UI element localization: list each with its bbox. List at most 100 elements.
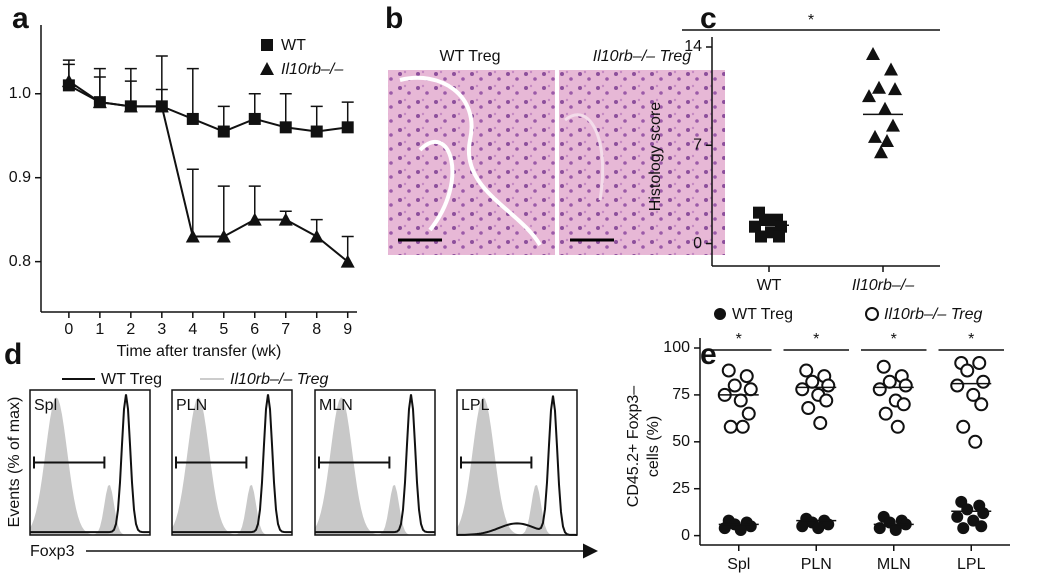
data-point bbox=[186, 112, 199, 125]
legend-label: Il10rb–/– Treg bbox=[230, 371, 329, 388]
x-tick-label: PLN bbox=[801, 556, 832, 573]
data-point bbox=[862, 89, 876, 103]
x-axis-label: Foxp3 bbox=[30, 543, 75, 560]
data-point bbox=[868, 129, 882, 143]
significance: * bbox=[736, 331, 742, 348]
gate bbox=[175, 456, 248, 469]
gate bbox=[33, 456, 106, 469]
data-point bbox=[248, 112, 261, 125]
data-point bbox=[185, 229, 200, 243]
data-point bbox=[874, 145, 888, 159]
data-point bbox=[309, 229, 324, 243]
y-tick-label: 7 bbox=[693, 136, 702, 153]
data-point bbox=[743, 382, 758, 397]
histogram-line bbox=[315, 394, 435, 534]
x-tick-label: 7 bbox=[281, 321, 290, 338]
error-bar bbox=[186, 168, 199, 237]
data-point bbox=[744, 520, 757, 533]
data-point bbox=[822, 518, 835, 531]
histogram-line bbox=[30, 394, 150, 534]
data-point bbox=[898, 378, 913, 393]
data-point bbox=[896, 397, 911, 412]
histogram-frame bbox=[456, 389, 578, 536]
y-tick-label: 50 bbox=[672, 433, 690, 450]
histogram-fill bbox=[172, 397, 292, 535]
series-line bbox=[68, 80, 349, 263]
y-tick-label: 0 bbox=[693, 235, 702, 252]
y-axis-label: CD45.2+ Foxp3– bbox=[625, 386, 642, 508]
data-point bbox=[154, 99, 169, 113]
data-point bbox=[279, 121, 292, 134]
histogram-line bbox=[172, 394, 292, 534]
data-point bbox=[741, 406, 756, 421]
x-tick-label: 6 bbox=[250, 321, 259, 338]
y-axis-label: Histology score bbox=[647, 102, 664, 211]
data-point bbox=[956, 419, 971, 434]
legend-marker bbox=[714, 308, 726, 320]
y-tick-label: 75 bbox=[672, 386, 690, 403]
image-title: WT Treg bbox=[439, 48, 500, 65]
legend-marker bbox=[865, 307, 879, 321]
data-point bbox=[951, 510, 964, 523]
data-point bbox=[755, 230, 767, 243]
y-tick-label: 14 bbox=[684, 38, 702, 55]
data-point bbox=[974, 397, 989, 412]
y-tick-label: 0.8 bbox=[9, 253, 31, 270]
y-tick-label: 0 bbox=[681, 527, 690, 544]
data-point bbox=[876, 359, 891, 374]
data-point bbox=[801, 401, 816, 416]
error-bar bbox=[186, 67, 199, 119]
data-point bbox=[734, 523, 747, 536]
data-point bbox=[961, 503, 974, 516]
data-point bbox=[968, 434, 983, 449]
data-point bbox=[886, 118, 900, 132]
x-tick-label: Spl bbox=[727, 556, 750, 573]
data-point bbox=[966, 387, 981, 402]
tissue-structure bbox=[399, 75, 542, 247]
legend-label: WT Treg bbox=[732, 306, 793, 323]
data-point bbox=[866, 47, 880, 61]
histogram-fill bbox=[30, 397, 150, 535]
data-point bbox=[812, 522, 825, 535]
x-tick-label: 3 bbox=[157, 321, 166, 338]
histogram-line bbox=[456, 395, 578, 536]
legend-label: Il10rb–/– Treg bbox=[884, 306, 983, 323]
significance: * bbox=[813, 331, 819, 348]
gate bbox=[460, 456, 533, 469]
data-point bbox=[739, 369, 754, 384]
data-point bbox=[340, 254, 355, 268]
data-point bbox=[890, 419, 905, 434]
histogram-frame bbox=[29, 389, 151, 536]
panel-letter: c bbox=[700, 2, 717, 35]
data-point bbox=[733, 393, 748, 408]
y-axis-label: cells (%) bbox=[645, 416, 662, 477]
data-point bbox=[799, 363, 814, 378]
data-point bbox=[976, 374, 991, 389]
x-tick-label: 9 bbox=[343, 321, 352, 338]
histogram-fill bbox=[315, 397, 435, 535]
data-point bbox=[727, 378, 742, 393]
data-point bbox=[972, 356, 987, 371]
data-point bbox=[878, 406, 893, 421]
panel-letter: b bbox=[385, 2, 403, 35]
y-axis-label: Events (% of max) bbox=[6, 397, 23, 528]
data-point bbox=[723, 419, 738, 434]
data-point bbox=[888, 82, 902, 96]
legend-label: Il10rb–/– bbox=[281, 61, 343, 78]
data-point bbox=[61, 74, 76, 88]
data-point bbox=[278, 212, 293, 226]
data-point bbox=[880, 134, 894, 148]
x-tick-label: MLN bbox=[877, 556, 911, 573]
y-tick-label: 1.0 bbox=[9, 85, 31, 102]
data-point bbox=[960, 363, 975, 378]
gate bbox=[318, 456, 391, 469]
panel-letter: e bbox=[700, 338, 717, 371]
significance: * bbox=[891, 331, 897, 348]
x-tick-label: 5 bbox=[219, 321, 228, 338]
panel-letter: a bbox=[12, 2, 29, 35]
panel-letter: d bbox=[4, 338, 22, 371]
significance: * bbox=[808, 12, 814, 29]
x-tick-label: 8 bbox=[312, 321, 321, 338]
data-point bbox=[975, 520, 988, 533]
